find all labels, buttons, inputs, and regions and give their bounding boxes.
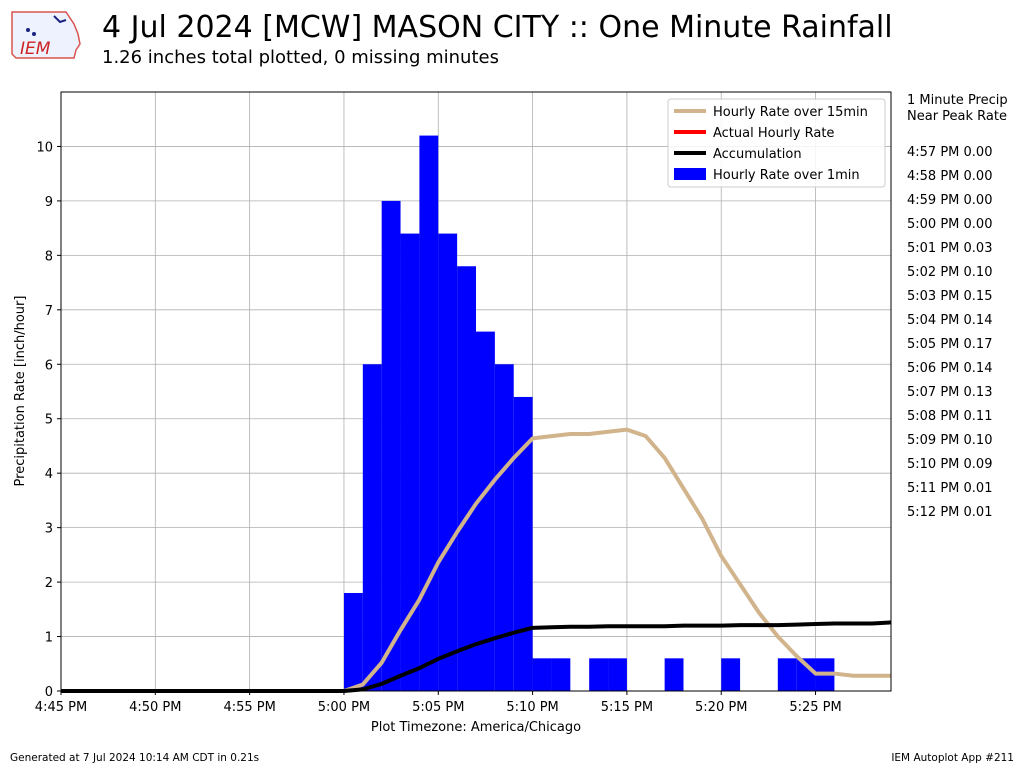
rate-15min-line — [343, 427, 891, 693]
y-axis-label: Precipitation Rate [inch/hour] — [13, 296, 28, 487]
x-tick-label: 5:00 PM — [318, 700, 370, 715]
rate-1min-bar — [532, 658, 552, 691]
logo-text: IEM — [20, 39, 51, 59]
series-lines — [61, 427, 892, 693]
side-table-row: 5:11 PM 0.01 — [907, 481, 993, 496]
x-tick-label: 5:10 PM — [506, 700, 558, 715]
x-tick-label: 5:05 PM — [412, 700, 464, 715]
rate-1min-bar — [513, 396, 533, 691]
rate-1min-bar — [664, 658, 684, 691]
side-table-row: 4:59 PM 0.00 — [907, 193, 993, 208]
legend-label: Hourly Rate over 15min — [713, 105, 868, 120]
x-tick-label: 5:25 PM — [789, 700, 841, 715]
rate-1min-bar — [362, 364, 382, 691]
y-tick-label: 7 — [45, 304, 53, 319]
rate-1min-bar — [438, 233, 458, 691]
rate-1min-bar — [608, 658, 627, 691]
x-tick-label: 4:45 PM — [35, 700, 87, 715]
side-table-row: 5:12 PM 0.01 — [907, 505, 993, 520]
side-table-row: 5:02 PM 0.10 — [907, 265, 993, 280]
rate-1min-bar — [343, 592, 363, 691]
y-tick-label: 4 — [45, 467, 53, 482]
accumulation-line — [61, 620, 892, 693]
legend-box — [667, 98, 886, 188]
y-tick-label: 5 — [45, 413, 53, 428]
rate-1min-bar — [381, 200, 401, 691]
side-table-row: 5:01 PM 0.03 — [907, 241, 993, 256]
app-id: IEM Autoplot App #211 — [891, 752, 1014, 764]
rate-1min-bar — [494, 364, 514, 691]
side-table-row: 5:07 PM 0.13 — [907, 385, 993, 400]
side-table-row: 5:06 PM 0.14 — [907, 361, 993, 376]
legend-label: Hourly Rate over 1min — [713, 168, 860, 183]
x-tick-label: 5:20 PM — [695, 700, 747, 715]
x-tick-label: 4:55 PM — [223, 700, 275, 715]
chart-title: 4 Jul 2024 [MCW] MASON CITY :: One Minut… — [102, 10, 893, 45]
y-tick-label: 0 — [45, 685, 53, 700]
rate-1min-bar — [777, 658, 797, 691]
rate-1min-bar — [721, 658, 741, 691]
y-tick-label: 6 — [45, 358, 53, 373]
y-tick-label: 8 — [45, 249, 53, 264]
y-tick-label: 1 — [45, 631, 53, 646]
plot-frame — [60, 91, 892, 692]
side-table-row: 5:03 PM 0.15 — [907, 289, 993, 304]
side-table-row: 4:58 PM 0.00 — [907, 169, 993, 184]
x-tick-label: 4:50 PM — [129, 700, 181, 715]
side-table-heading: 1 Minute Precip — [907, 93, 1008, 108]
y-tick-label: 2 — [45, 576, 53, 591]
x-axis-ticks: 4:45 PM 4:50 PM 4:55 PM 5:00 PM 5:05 PM 5:10 … — [35, 691, 842, 715]
generated-note: Generated at 7 Jul 2024 10:14 AM CDT in … — [10, 752, 260, 764]
legend-swatch — [674, 168, 706, 180]
side-table-subheading: Near Peak Rate — [907, 109, 1007, 124]
side-table-row: 4:57 PM 0.00 — [907, 145, 993, 160]
side-table-row: 5:04 PM 0.14 — [907, 313, 993, 328]
legend-label: Accumulation — [713, 147, 802, 162]
rate-1min-bar — [457, 266, 476, 691]
legend-label: Actual Hourly Rate — [713, 126, 834, 141]
rate-1min-bar — [419, 135, 439, 692]
rate-1min-bar — [551, 658, 571, 691]
y-tick-label: 9 — [45, 195, 53, 210]
y-axis-ticks: 0 1 2 3 4 5 6 7 8 9 10 — [36, 140, 61, 700]
rate-1min-bar — [400, 233, 420, 691]
side-table-row: 5:05 PM 0.17 — [907, 337, 993, 352]
side-table-row: 5:09 PM 0.10 — [907, 433, 993, 448]
rate-1min-bar — [589, 658, 609, 691]
y-tick-label: 3 — [45, 522, 53, 537]
rate-1min-bars — [343, 135, 835, 692]
iem-logo: IEM — [11, 11, 81, 59]
y-tick-label: 10 — [36, 140, 53, 155]
side-table-row: 5:10 PM 0.09 — [907, 457, 993, 472]
rate-1min-bar — [476, 331, 495, 691]
side-table-row: 5:08 PM 0.11 — [907, 409, 993, 424]
legend: Hourly Rate over 15min Actual Hourly Rate… — [667, 98, 886, 188]
side-table-row: 5:00 PM 0.00 — [907, 217, 993, 232]
x-tick-label: 5:15 PM — [601, 700, 653, 715]
x-axis-label: Plot Timezone: America/Chicago — [371, 720, 581, 735]
chart-subtitle: 1.26 inches total plotted, 0 missing min… — [102, 47, 499, 68]
